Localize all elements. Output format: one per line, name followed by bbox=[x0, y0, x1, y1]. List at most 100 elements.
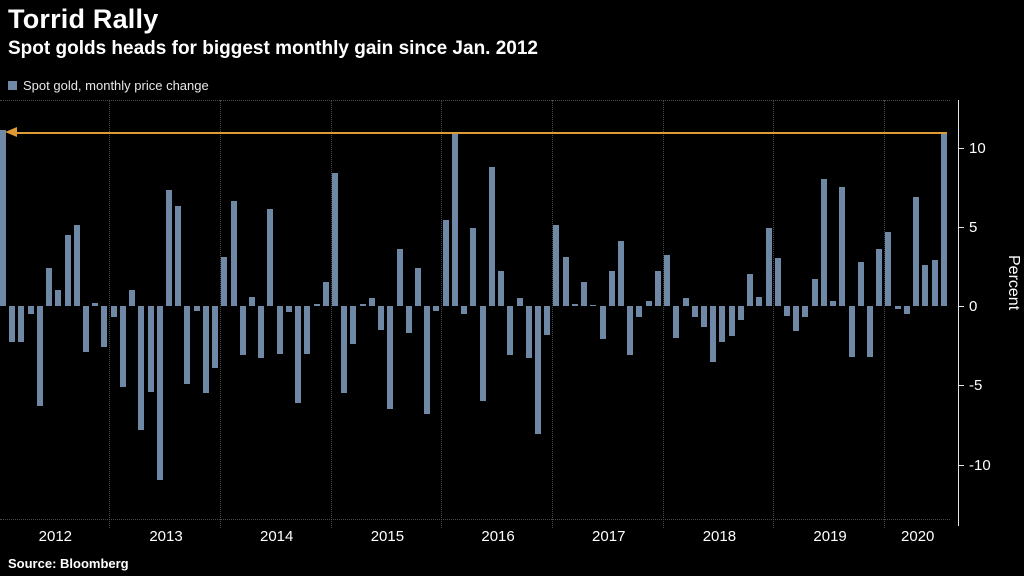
bar bbox=[92, 302, 99, 307]
bar bbox=[221, 256, 228, 307]
bar bbox=[765, 228, 772, 307]
x-tick-label: 2017 bbox=[592, 528, 626, 545]
bar bbox=[156, 306, 163, 481]
bar bbox=[664, 255, 671, 307]
bar bbox=[433, 306, 440, 311]
bar bbox=[756, 296, 763, 307]
x-tick-label: 2012 bbox=[38, 528, 73, 545]
bar bbox=[544, 306, 551, 335]
year-gridline bbox=[883, 100, 885, 528]
bar bbox=[470, 228, 477, 307]
bar bbox=[719, 306, 726, 343]
x-tick-label: 2020 bbox=[901, 528, 935, 545]
bar bbox=[110, 306, 117, 318]
bar bbox=[627, 306, 634, 356]
bar bbox=[27, 306, 34, 314]
bar bbox=[442, 220, 449, 307]
bar bbox=[368, 298, 375, 307]
plot-bottom-border bbox=[0, 519, 950, 520]
bar bbox=[9, 306, 16, 343]
source-attribution: Source: Bloomberg bbox=[8, 556, 129, 571]
bar bbox=[147, 306, 154, 392]
bar bbox=[876, 248, 883, 307]
bar bbox=[73, 225, 80, 307]
bar bbox=[479, 306, 486, 402]
y-tick-mark bbox=[958, 385, 964, 387]
bar bbox=[332, 172, 339, 307]
legend-swatch-icon bbox=[8, 81, 17, 90]
bar bbox=[728, 306, 735, 337]
bar bbox=[36, 306, 43, 406]
year-gridline bbox=[551, 100, 553, 528]
bar bbox=[488, 166, 495, 307]
bar bbox=[590, 305, 597, 307]
bar bbox=[55, 290, 62, 307]
bar bbox=[857, 261, 864, 307]
bar bbox=[322, 282, 329, 307]
x-tick-label: 2019 bbox=[813, 528, 847, 545]
bar bbox=[378, 306, 385, 330]
year-gridline bbox=[773, 100, 775, 528]
year-gridline bbox=[109, 100, 111, 528]
bar bbox=[783, 306, 790, 316]
bar bbox=[793, 306, 800, 332]
bar bbox=[839, 187, 846, 307]
bar bbox=[885, 231, 892, 307]
bar bbox=[175, 206, 182, 307]
bar bbox=[138, 306, 145, 430]
bar-chart-plot-area bbox=[0, 100, 950, 528]
plot-top-border bbox=[0, 100, 950, 101]
y-tick-mark bbox=[958, 147, 964, 149]
x-axis-labels: 2012 2013 2014 2015 2016 2017 2018 2019 2020 bbox=[0, 528, 950, 550]
bar bbox=[507, 306, 514, 356]
bar bbox=[18, 306, 25, 343]
bar bbox=[802, 306, 809, 318]
bar bbox=[83, 306, 89, 352]
x-tick-label: 2013 bbox=[149, 528, 183, 545]
y-axis-title: Percent bbox=[1005, 255, 1022, 311]
bar bbox=[922, 264, 929, 307]
x-tick-label: 2015 bbox=[370, 528, 405, 545]
legend-label: Spot gold, monthly price change bbox=[23, 78, 209, 93]
bar bbox=[129, 290, 136, 307]
bar bbox=[249, 296, 256, 307]
bar bbox=[295, 306, 302, 403]
bar bbox=[424, 306, 431, 414]
bar bbox=[737, 306, 744, 321]
x-tick-label: 2016 bbox=[481, 528, 515, 545]
bar bbox=[774, 258, 781, 307]
bar bbox=[258, 306, 265, 359]
bar bbox=[940, 133, 947, 307]
bar bbox=[534, 306, 541, 435]
bar bbox=[571, 304, 578, 307]
bar bbox=[387, 306, 394, 410]
bar bbox=[498, 271, 505, 307]
bar bbox=[581, 282, 588, 307]
bar bbox=[230, 201, 237, 307]
annotation-arrow bbox=[16, 132, 947, 135]
year-gridline bbox=[441, 100, 443, 528]
y-tick-mark bbox=[958, 306, 964, 308]
year-gridline bbox=[219, 100, 221, 528]
y-tick-label: 10 bbox=[969, 139, 986, 157]
x-tick-label: 2018 bbox=[702, 528, 737, 545]
bar bbox=[516, 298, 523, 307]
bar bbox=[903, 306, 910, 314]
bar bbox=[415, 268, 422, 307]
bar bbox=[267, 209, 274, 307]
year-gridline bbox=[662, 100, 664, 528]
bar bbox=[119, 306, 126, 387]
bar bbox=[691, 306, 698, 318]
bar bbox=[931, 260, 938, 307]
bar bbox=[184, 306, 191, 384]
page-subtitle: Spot golds heads for biggest monthly gai… bbox=[8, 38, 538, 59]
bar bbox=[405, 306, 412, 333]
bar bbox=[276, 306, 283, 354]
bar bbox=[396, 248, 403, 307]
bar bbox=[341, 306, 348, 394]
bar bbox=[830, 301, 837, 307]
bar bbox=[553, 225, 560, 307]
y-tick-label: -5 bbox=[969, 377, 983, 395]
year-gridline bbox=[330, 100, 332, 528]
bar bbox=[350, 306, 357, 345]
